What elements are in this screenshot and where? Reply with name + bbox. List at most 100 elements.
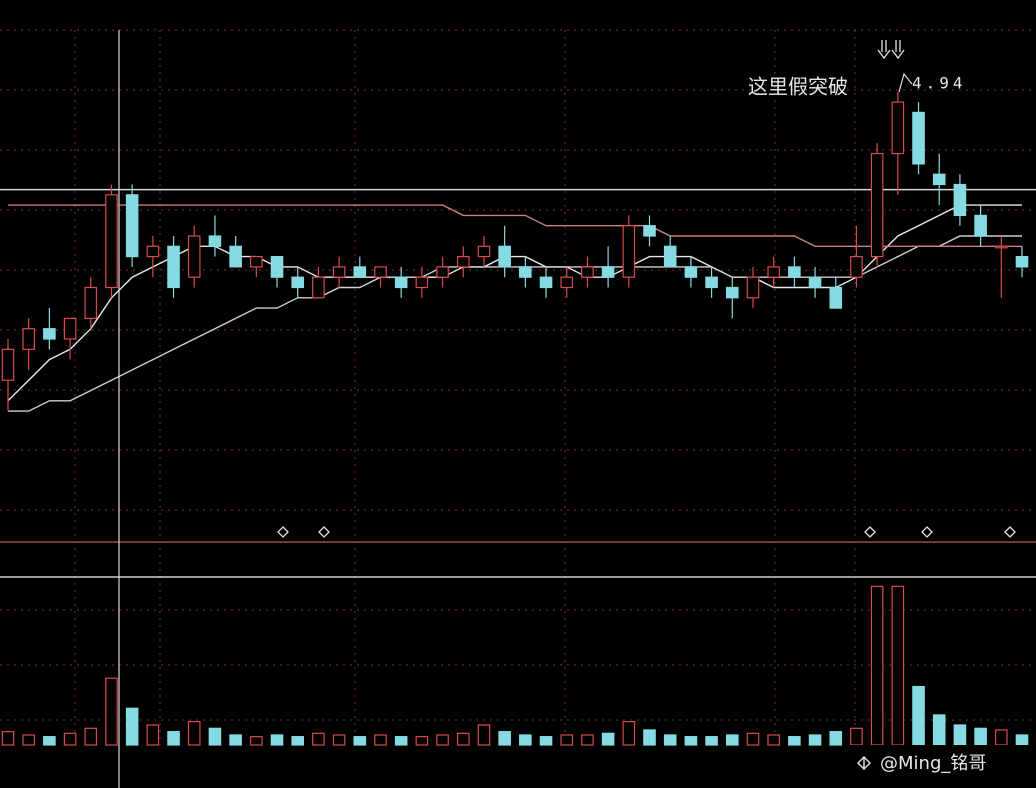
candle-body <box>788 266 801 278</box>
volume-bar <box>63 732 77 746</box>
candle-body <box>519 266 532 278</box>
candle-body <box>912 111 925 165</box>
volume-bar <box>767 734 780 746</box>
candle-body <box>394 276 408 289</box>
candle-body <box>995 245 1008 249</box>
volume-bar <box>250 736 263 746</box>
volume-bar <box>125 707 139 746</box>
grid <box>0 29 1036 745</box>
volume-bar <box>953 724 967 746</box>
volume-bar <box>208 727 222 746</box>
watermark: @Ming_铭哥 <box>880 753 986 774</box>
volume-bar <box>974 727 987 746</box>
marks <box>0 91 1036 746</box>
high-label: 4.94 <box>912 74 967 93</box>
candle-body <box>498 245 511 268</box>
volume-bar <box>477 724 491 746</box>
volume-bar <box>539 736 553 746</box>
volume-bar <box>705 736 718 746</box>
volume-bar <box>353 736 367 746</box>
volume-bar <box>829 731 843 746</box>
down-arrow <box>891 40 905 60</box>
volume-bar <box>291 736 305 746</box>
candle-body <box>63 317 77 340</box>
candle-body <box>725 286 739 299</box>
volume-bar <box>187 721 201 746</box>
volume-bar <box>663 734 677 746</box>
volume-bar <box>167 731 180 746</box>
arrows <box>877 40 905 60</box>
volume-bar <box>870 585 884 746</box>
volume-bar <box>436 734 449 746</box>
volume-bar <box>519 734 532 746</box>
candle-body <box>332 266 346 278</box>
volume-bar <box>332 734 346 746</box>
candle-body <box>663 245 677 268</box>
down-arrow <box>877 40 891 60</box>
volume-bar <box>22 734 35 746</box>
volume-bar <box>912 685 925 746</box>
volume-bar <box>312 732 325 746</box>
candle-body <box>43 328 56 340</box>
candle-body <box>1 348 15 381</box>
candle-body <box>456 256 470 268</box>
annotation-pointer <box>898 72 913 93</box>
candle-body <box>767 266 780 278</box>
volume-bar <box>891 585 905 746</box>
volume-bar <box>374 734 387 746</box>
candle-body <box>974 214 987 237</box>
candle-body <box>291 276 305 289</box>
volume-bar <box>105 677 118 746</box>
volume-bar <box>932 714 946 746</box>
candle-body <box>1015 256 1029 268</box>
volume-bar <box>788 736 801 746</box>
watermark-bg <box>848 745 1036 788</box>
volume-bar <box>725 734 739 746</box>
volume-bar <box>84 727 98 746</box>
candle-body <box>229 245 242 268</box>
candle-body <box>622 225 636 278</box>
candle-body <box>353 266 367 278</box>
volume-bar <box>560 734 574 746</box>
candle-body <box>705 276 718 289</box>
candle-body <box>187 235 201 278</box>
signal-marker <box>921 526 933 538</box>
signal-marker <box>277 526 289 538</box>
volume-bar <box>456 732 470 746</box>
volume-bar <box>270 734 284 746</box>
candle-body <box>22 328 35 350</box>
candle-body <box>953 183 967 216</box>
watermark-icon <box>856 755 872 771</box>
volume-bar <box>581 734 594 746</box>
candle-body <box>601 266 615 278</box>
candle-body <box>415 276 429 289</box>
candle-body <box>870 153 884 258</box>
volume-bar <box>746 732 760 746</box>
candle-body <box>746 276 760 299</box>
candle-body <box>250 256 263 268</box>
volume-bar <box>146 724 160 746</box>
candle-body <box>208 235 222 247</box>
volume-bar <box>850 727 863 746</box>
candle-body <box>829 286 843 309</box>
volume-bar <box>229 734 242 746</box>
signal-marker <box>1004 526 1016 538</box>
candle-body <box>581 266 594 278</box>
candle-body <box>105 194 118 289</box>
candle-body <box>374 266 387 278</box>
candle-body <box>312 276 325 299</box>
annotation: 这里假突破 <box>748 75 848 99</box>
moving-average <box>8 204 1022 248</box>
volume-bar <box>43 736 56 746</box>
candle-body <box>560 276 574 289</box>
candle-body <box>84 286 98 319</box>
volume-bar <box>684 736 698 746</box>
candle-body <box>932 173 946 186</box>
candle-body <box>436 266 449 278</box>
candle-body <box>891 101 905 155</box>
volume-bar <box>394 736 408 746</box>
volume-bar <box>498 731 511 746</box>
signal-marker <box>318 526 330 538</box>
